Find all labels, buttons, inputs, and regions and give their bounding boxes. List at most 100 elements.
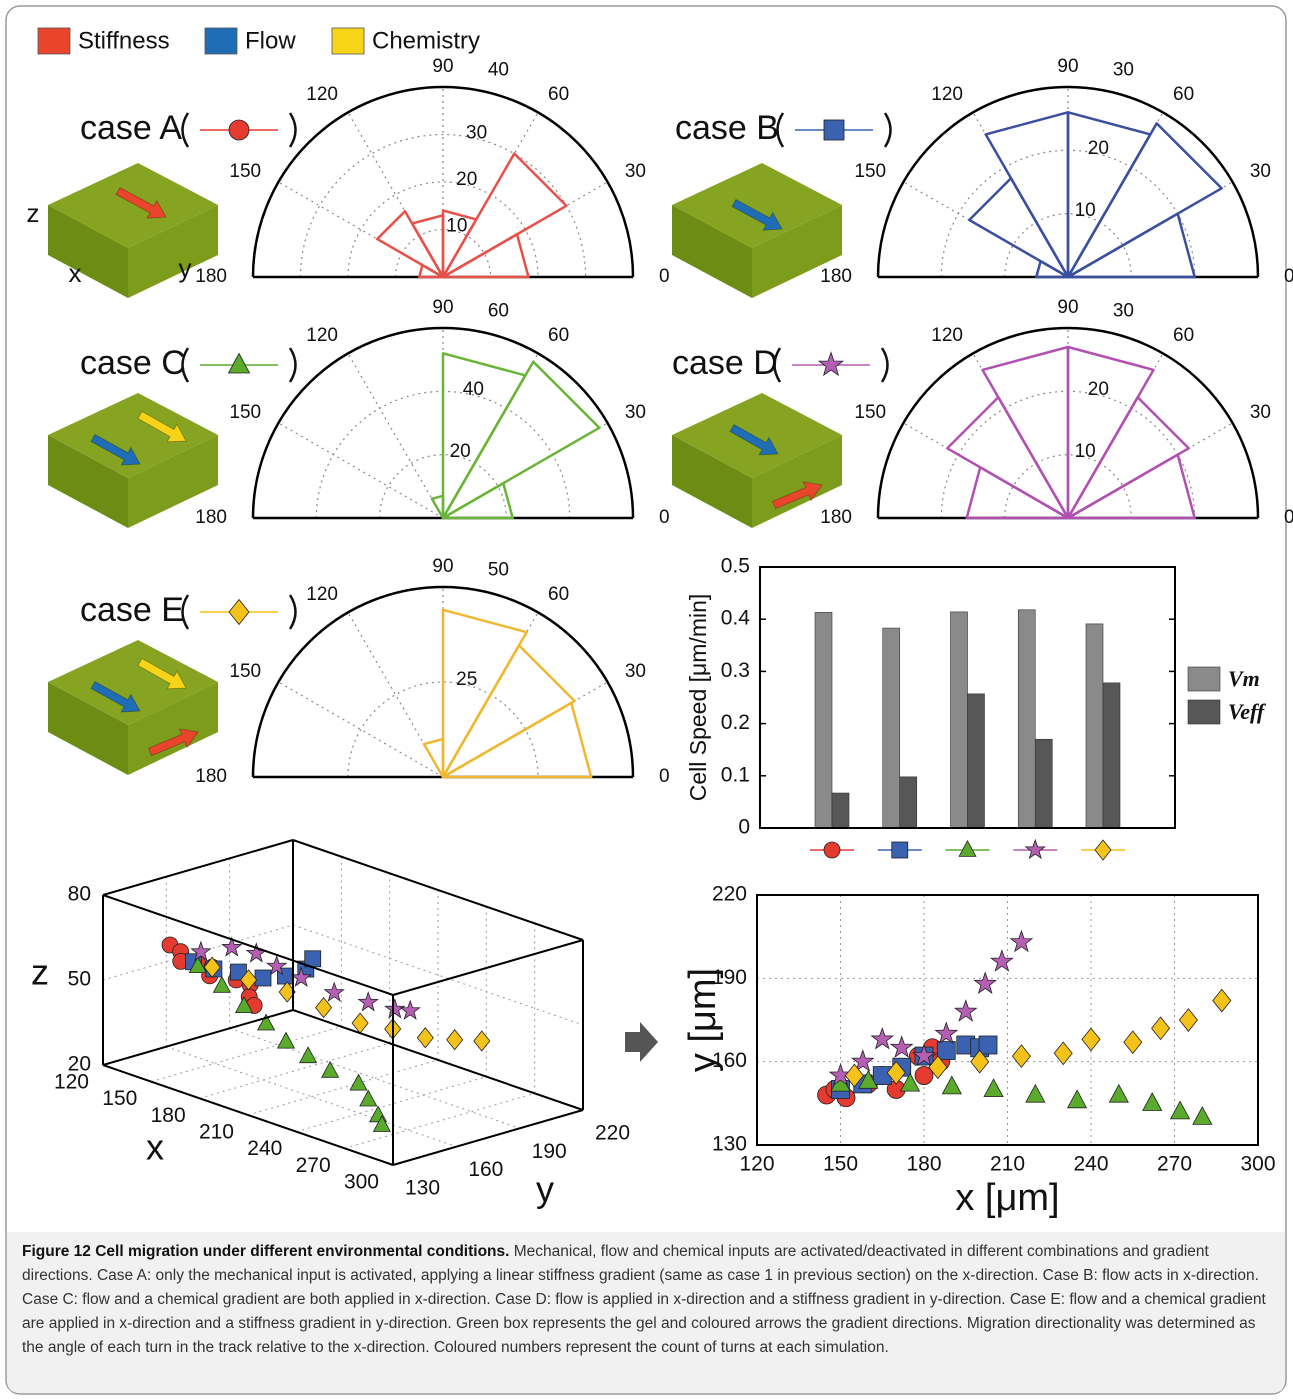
r-tick-label: 40 [463,379,484,400]
angle-label: 180 [195,266,227,287]
track-point [254,969,272,987]
angle-label: 150 [854,402,886,423]
paren [181,347,190,383]
angle-label: 60 [1173,84,1194,105]
angle-label: 0 [659,507,670,528]
y-axis-label: y [μm] [682,968,724,1072]
track-point [1053,1041,1073,1066]
legend-label: Flow [245,27,296,54]
polar-frame [251,85,635,278]
track-point [858,1069,879,1089]
y-axis-label: Cell Speed [μm/min] [685,594,711,802]
x-tick-label: 120 [739,1153,774,1176]
category-marker [1094,839,1112,861]
y-tick-label: 190 [712,966,747,989]
y-tick-label: 220 [595,1122,630,1145]
bar [1017,609,1036,829]
track-point [1178,1008,1198,1032]
bar [899,776,918,829]
angle-grid [347,353,444,519]
bar [882,627,901,829]
radial-grid [347,681,539,778]
x-axis-label: x [μm] [955,1177,1059,1219]
angle-label: 150 [229,402,261,423]
angle-grid [278,681,444,778]
track-point [416,1027,434,1049]
angle-label: 90 [1057,297,1078,318]
paren [880,347,889,383]
gel-side [48,682,128,775]
r-tick-label: 10 [1075,441,1096,462]
track-point [934,1021,959,1044]
x-tick-label: 240 [1073,1153,1108,1176]
track-point [234,996,254,1013]
box-edge [102,894,394,996]
track-point [973,971,998,994]
radial-grid [299,133,587,278]
track-point [1169,1100,1191,1120]
gel-top [48,393,218,478]
legend-swatch [1187,699,1221,725]
track-point [914,1066,934,1085]
legend-label: Vm [1228,666,1260,691]
r-tick-label: 40 [488,59,509,80]
track-point [257,1013,276,1031]
paren [181,594,190,630]
gradient-arrow [137,657,187,690]
case-title: case A [80,109,182,147]
radial-grid [1004,213,1132,278]
paren [288,594,297,630]
track-point [870,1026,895,1050]
track-point [928,1055,948,1080]
angle-label: 30 [625,161,646,182]
rose-wedge [430,494,445,520]
caption-title: Figure 12 Cell migration under different… [22,1243,510,1260]
box-edge [392,1109,584,1166]
track-point [357,991,379,1012]
y-tick-label: 0.1 [721,763,750,786]
angle-label: 60 [548,584,569,605]
case-marker [227,352,251,374]
caption-background [7,1232,1285,1393]
box-edge [392,939,584,996]
gradient-arrow [771,481,823,510]
case-marker [817,351,845,377]
gradient-arrow [147,728,199,757]
track-point [399,999,421,1020]
x-tick-label: 180 [906,1153,941,1176]
angle-label: 120 [931,325,963,346]
x-tick-label: 120 [54,1071,89,1094]
rose-wedge [965,466,1070,520]
rose-wedge [441,152,568,279]
angle-label: 30 [625,402,646,423]
track-point [1192,1106,1213,1125]
r-tick-label: 10 [446,216,467,237]
angle-label: 180 [195,766,227,787]
bar [950,611,968,829]
radial-grid [379,454,507,519]
angle-label: 150 [854,161,886,182]
gel-side [128,205,218,298]
category-marker [958,839,977,857]
angle-label: 60 [548,84,569,105]
track-point [473,1030,491,1052]
bar [1102,682,1121,829]
angle-label: 30 [625,661,646,682]
case-title: case D [672,344,778,382]
plot-frame [756,894,1259,1146]
x-tick-label: 240 [247,1137,282,1160]
z-axis-label: z [31,952,49,993]
track-point [1009,929,1034,953]
box-edge [292,1009,584,1111]
angle-label: 90 [432,56,453,77]
track-point [978,1035,998,1055]
track-point [941,1075,962,1095]
angle-label: 120 [931,84,963,105]
track-point [212,975,231,993]
gradient-arrow [90,433,141,466]
track-point [384,998,406,1019]
paren [288,112,297,148]
track-point [936,1041,956,1060]
polar-frame [876,326,1260,519]
r-tick-label: 30 [1113,59,1134,80]
